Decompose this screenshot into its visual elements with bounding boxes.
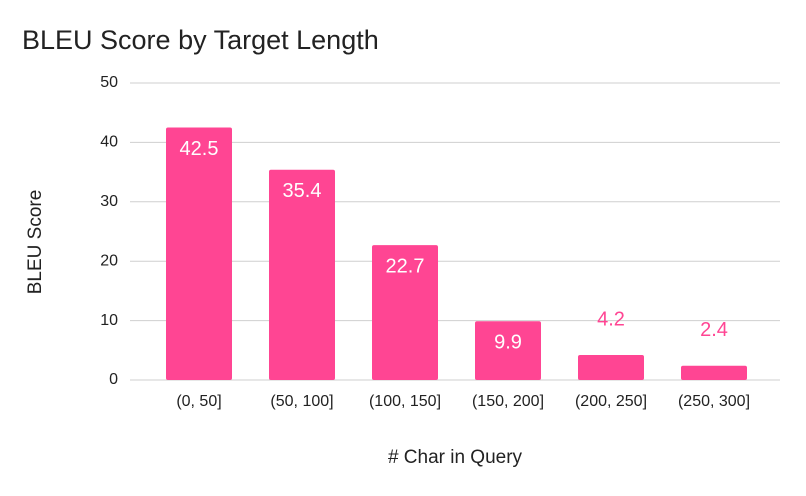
y-tick-label: 0 <box>109 371 118 388</box>
x-tick-label: (100, 150] <box>369 393 441 410</box>
bar <box>578 355 644 380</box>
y-tick-label: 30 <box>100 193 118 210</box>
x-tick-label: (150, 200] <box>472 393 544 410</box>
y-tick-label: 20 <box>100 252 118 269</box>
y-tick-label: 40 <box>100 134 118 151</box>
y-axis-title: BLEU Score <box>25 190 46 295</box>
x-tick-label: (0, 50] <box>176 393 221 410</box>
data-label: 9.9 <box>494 331 522 353</box>
bar <box>166 127 232 380</box>
x-axis-title: # Char in Query <box>388 447 523 468</box>
bar <box>269 169 335 380</box>
data-label: 4.2 <box>597 308 625 330</box>
x-tick-label: (200, 250] <box>575 393 647 410</box>
data-label: 35.4 <box>283 180 322 202</box>
data-label: 2.4 <box>700 319 728 341</box>
y-tick-label: 10 <box>100 312 118 329</box>
x-tick-label: (250, 300] <box>678 393 750 410</box>
bar <box>372 245 438 380</box>
data-label: 42.5 <box>180 138 219 160</box>
y-tick-label: 50 <box>100 74 118 91</box>
bar <box>475 321 541 380</box>
data-label: 22.7 <box>386 255 425 277</box>
bar <box>681 365 747 380</box>
x-tick-label: (50, 100] <box>270 393 333 410</box>
chart-title: BLEU Score by Target Length <box>22 25 379 55</box>
